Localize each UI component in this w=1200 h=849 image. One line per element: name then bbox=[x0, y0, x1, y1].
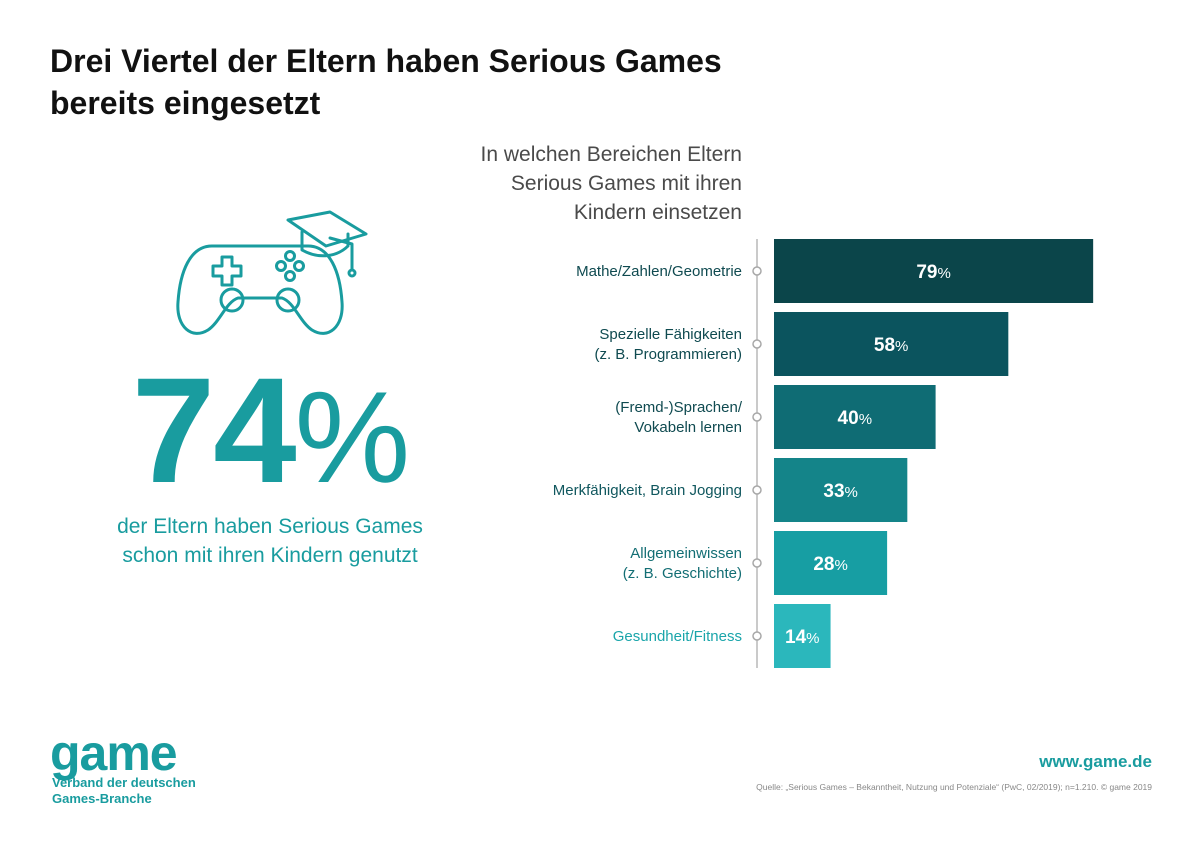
highlight-value: 74 bbox=[131, 346, 297, 514]
value-number-0: 79 bbox=[916, 262, 937, 283]
value-label-5: 14% bbox=[785, 627, 819, 648]
highlight-caption-line-1: der Eltern haben Serious Games bbox=[117, 515, 423, 538]
axis-marker-2 bbox=[752, 412, 762, 422]
source-note: Quelle: „Serious Games – Bekanntheit, Nu… bbox=[756, 782, 1152, 792]
value-number-3: 33 bbox=[823, 481, 844, 502]
value-unit-3: % bbox=[845, 484, 858, 501]
highlight-caption: der Eltern haben Serious Games schon mit… bbox=[60, 512, 480, 570]
game-logo: game bbox=[50, 725, 178, 781]
category-label-2-1: Vokabeln lernen bbox=[634, 419, 742, 436]
axis-marker-1 bbox=[752, 339, 762, 349]
category-label-2-0: (Fremd-)Sprachen/ bbox=[615, 399, 743, 416]
value-unit-2: % bbox=[859, 411, 872, 428]
chart-subtitle-line-1: In welchen Bereichen Eltern bbox=[480, 143, 743, 166]
axis-marker-0 bbox=[752, 266, 762, 276]
bar-3 bbox=[774, 458, 908, 522]
bar-2 bbox=[774, 385, 936, 449]
chart-subtitle: In welchen Bereichen Eltern Serious Game… bbox=[380, 140, 743, 227]
value-unit-0: % bbox=[937, 265, 950, 282]
value-unit-5: % bbox=[806, 630, 819, 647]
value-label-4: 28% bbox=[813, 554, 847, 575]
value-number-1: 58 bbox=[874, 335, 895, 356]
value-label-3: 33% bbox=[823, 481, 857, 502]
title-line-1: Drei Viertel der Eltern haben Serious Ga… bbox=[50, 43, 722, 79]
value-number-4: 28 bbox=[813, 554, 834, 575]
axis-marker-5 bbox=[752, 631, 762, 641]
value-number-2: 40 bbox=[838, 408, 859, 429]
bar-5 bbox=[774, 604, 831, 668]
logo-subtitle-line-2: Games-Branche bbox=[52, 791, 152, 806]
bar-1 bbox=[774, 312, 1009, 376]
value-label-1: 58% bbox=[874, 335, 908, 356]
value-label-2: 40% bbox=[838, 408, 872, 429]
chart-subtitle-line-3: Kindern einsetzen bbox=[573, 201, 742, 224]
category-label-3-0: Merkfähigkeit, Brain Jogging bbox=[553, 482, 742, 499]
axis-marker-3 bbox=[752, 485, 762, 495]
value-number-5: 14 bbox=[785, 627, 807, 648]
website-link[interactable]: www.game.de bbox=[1039, 752, 1152, 771]
page-title: Drei Viertel der Eltern haben Serious Ga… bbox=[50, 40, 870, 124]
category-label-5-0: Gesundheit/Fitness bbox=[613, 628, 742, 645]
logo-subtitle-line-1: Verband der deutschen bbox=[52, 775, 196, 790]
category-label-1-1: (z. B. Programmieren) bbox=[594, 346, 742, 363]
title-line-2: bereits eingesetzt bbox=[50, 85, 321, 121]
category-label-4-0: Allgemeinwissen bbox=[630, 545, 742, 562]
gamepad-graduation-cap-icon bbox=[176, 210, 368, 335]
highlight-caption-line-2: schon mit ihren Kindern genutzt bbox=[122, 544, 418, 567]
value-unit-4: % bbox=[834, 557, 847, 574]
chart-subtitle-line-2: Serious Games mit ihren bbox=[510, 172, 742, 195]
category-label-4-1: (z. B. Geschichte) bbox=[623, 565, 742, 582]
bar-0 bbox=[774, 239, 1094, 303]
value-label-0: 79% bbox=[916, 262, 950, 283]
bar-4 bbox=[774, 531, 888, 595]
category-label-1-0: Spezielle Fähigkeiten bbox=[599, 326, 742, 343]
logo-subtitle: Verband der deutschen Games-Branche bbox=[52, 775, 252, 807]
highlight-unit: % bbox=[294, 364, 411, 510]
highlight-percentage: 74% bbox=[60, 345, 480, 522]
value-unit-1: % bbox=[895, 338, 908, 355]
category-label-0-0: Mathe/Zahlen/Geometrie bbox=[576, 263, 742, 280]
axis-marker-4 bbox=[752, 558, 762, 568]
